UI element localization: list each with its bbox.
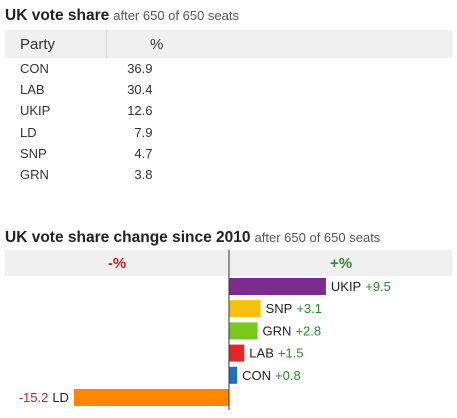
change-subtitle: after 650 of 650 seats (254, 230, 381, 245)
change-value: +3.1 (296, 301, 322, 316)
positive-change-header: +% (330, 255, 352, 272)
change-title-text: UK vote share change since 2010 (5, 229, 251, 246)
bar-grn (229, 322, 258, 340)
change-value: -15.2 (19, 390, 49, 405)
party-cell: UKIP (20, 103, 51, 119)
party-label: GRN (263, 323, 292, 338)
table-row: LD 7.9 (5, 122, 452, 143)
vote-share-subtitle: after 650 of 650 seats (113, 8, 239, 23)
pct-cell: 12.6 (127, 103, 153, 119)
change-value: +1.5 (278, 346, 304, 361)
pct-cell: 30.4 (127, 82, 153, 98)
party-label: LAB (249, 346, 274, 361)
data-label: SNP +3.1 (266, 301, 322, 316)
table-row: LAB 30.4 (5, 79, 452, 100)
data-label: -15.2 LD (19, 390, 69, 405)
change-value: +2.8 (295, 323, 321, 338)
party-cell: GRN (20, 167, 49, 183)
change-value: +9.5 (365, 279, 391, 294)
bar-ukip (229, 278, 326, 295)
data-label: UKIP +9.5 (331, 279, 391, 294)
change-value: +0.8 (275, 368, 301, 383)
data-label: LAB +1.5 (249, 346, 303, 361)
pct-cell: 36.9 (127, 61, 153, 77)
vote-change-chart: -% +% UKIP +9.5 SNP +3.1 GRN +2.8 LAB +1.5 CON +0.8… (5, 250, 452, 410)
table-row: UKIP 12.6 (5, 100, 452, 121)
bar-ld (73, 389, 230, 406)
table-row: GRN 3.8 (5, 164, 452, 185)
data-label: CON +0.8 (242, 368, 301, 383)
negative-change-header: -% (108, 255, 126, 272)
vote-share-table: Party % CON 36.9 LAB 30.4 UKIP 12.6 LD 7.9 SNP 4.… (5, 30, 452, 185)
party-label: UKIP (331, 279, 361, 294)
party-label: LD (52, 390, 69, 405)
party-column-header: Party (5, 30, 107, 58)
bar-con (229, 366, 238, 384)
pct-column-header: % (150, 35, 164, 53)
change-title: UK vote share change since 2010 after 650… (5, 229, 380, 247)
pct-cell: 4.7 (134, 145, 153, 161)
party-cell: CON (20, 61, 49, 77)
party-cell: LD (20, 124, 37, 140)
table-row: SNP 4.7 (5, 143, 452, 164)
party-label: CON (242, 368, 271, 383)
vote-share-title: UK vote share after 650 of 650 seats (5, 7, 239, 25)
vote-share-title-text: UK vote share (5, 7, 110, 24)
bar-lab (229, 344, 245, 362)
bar-snp (229, 300, 261, 318)
party-label: SNP (266, 301, 293, 316)
party-cell: LAB (20, 82, 45, 98)
pct-cell: 3.8 (134, 167, 153, 183)
table-row: CON 36.9 (5, 58, 452, 79)
table-header-row: Party % (5, 30, 452, 58)
pct-cell: 7.9 (134, 124, 153, 140)
party-cell: SNP (20, 145, 47, 161)
data-label: GRN +2.8 (263, 323, 322, 338)
